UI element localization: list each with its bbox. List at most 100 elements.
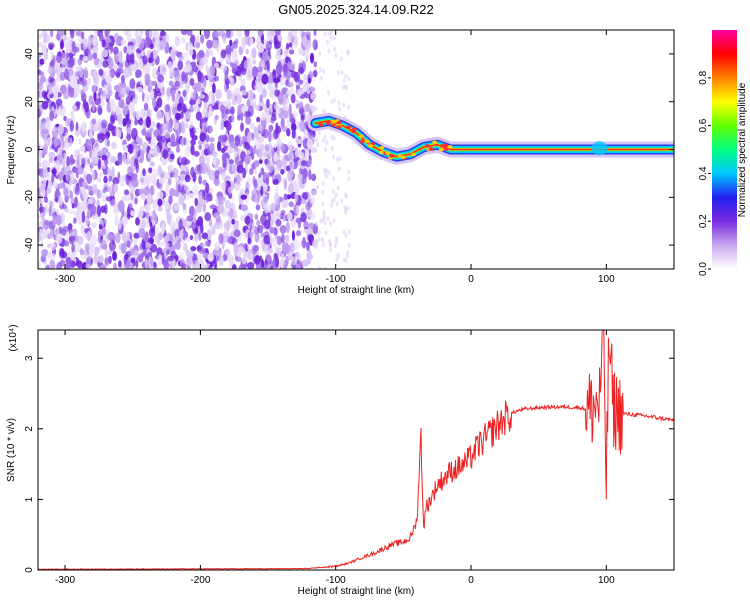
noise-speckle: [148, 167, 153, 174]
noise-speckle: [49, 242, 56, 252]
noise-speckle: [167, 255, 174, 262]
noise-speckle: [281, 125, 288, 133]
noise-speckle: [284, 243, 290, 254]
noise-speckle: [240, 90, 248, 96]
noise-speckle: [152, 213, 158, 225]
noise-speckle: [60, 58, 68, 66]
noise-speckle: [160, 30, 166, 37]
noise-speckle: [176, 103, 182, 112]
noise-speckle: [48, 76, 52, 84]
noise-speckle: [100, 119, 108, 129]
noise-speckle: [236, 30, 243, 39]
noise-speckle: [112, 177, 119, 185]
noise-speckle: [49, 228, 54, 239]
noise-speckle: [245, 116, 252, 125]
noise-speckle: [192, 65, 198, 73]
noise-speckle: [326, 216, 330, 222]
noise-speckle: [205, 49, 210, 59]
noise-speckle: [208, 137, 215, 143]
noise-speckle: [260, 167, 265, 176]
noise-speckle: [205, 195, 210, 203]
noise-speckle: [209, 142, 215, 152]
noise-speckle: [87, 53, 94, 61]
noise-speckle: [193, 209, 197, 217]
noise-speckle: [277, 144, 281, 153]
noise-speckle: [198, 144, 202, 150]
noise-speckle: [209, 49, 213, 56]
noise-speckle: [284, 255, 289, 267]
noise-speckle: [302, 73, 306, 84]
noise-speckle: [264, 264, 271, 269]
noise-speckle: [246, 243, 254, 251]
noise-speckle: [122, 144, 129, 152]
noise-speckle: [54, 61, 60, 70]
noise-speckle: [206, 157, 210, 168]
noise-speckle: [134, 146, 140, 152]
noise-speckle: [38, 33, 42, 40]
noise-speckle: [289, 79, 295, 90]
noise-speckle: [240, 122, 244, 132]
noise-speckle: [327, 238, 331, 244]
noise-speckle: [150, 185, 154, 193]
noise-speckle: [283, 193, 288, 201]
noise-speckle: [323, 31, 327, 37]
noise-speckle: [212, 151, 218, 158]
noise-speckle: [162, 149, 169, 160]
noise-speckle: [117, 154, 123, 165]
noise-speckle: [118, 98, 125, 109]
noise-speckle: [226, 146, 233, 155]
noise-speckle: [294, 149, 301, 158]
noise-speckle: [241, 256, 247, 265]
noise-speckle: [259, 255, 263, 262]
noise-speckle: [297, 47, 304, 56]
noise-speckle: [342, 102, 346, 108]
noise-speckle: [182, 203, 186, 211]
noise-speckle: [184, 236, 191, 243]
noise-speckle: [183, 243, 188, 252]
snr-series: [38, 330, 674, 570]
noise-speckle: [276, 160, 283, 168]
noise-speckle: [300, 198, 307, 205]
noise-speckle: [102, 91, 110, 100]
noise-speckle: [238, 245, 243, 255]
noise-speckle: [337, 70, 340, 75]
noise-speckle: [327, 31, 331, 37]
noise-speckle: [245, 48, 249, 55]
noise-speckle: [156, 247, 163, 257]
noise-speckle: [201, 121, 208, 128]
noise-speckle: [48, 205, 53, 217]
noise-speckle: [100, 205, 106, 213]
noise-speckle: [313, 69, 318, 78]
noise-speckle: [292, 34, 299, 46]
noise-speckle: [287, 151, 295, 162]
noise-speckle: [180, 121, 185, 134]
noise-speckle: [93, 246, 100, 256]
noise-speckle: [190, 246, 197, 252]
noise-speckle: [232, 63, 238, 73]
snr-y-multiplier: (x10⁴): [8, 324, 19, 351]
noise-speckle: [304, 103, 311, 113]
noise-speckle: [75, 83, 81, 95]
ridge-blob: [438, 147, 444, 152]
x-tick-label: -100: [326, 274, 346, 285]
noise-speckle: [105, 37, 112, 44]
noise-speckle: [82, 192, 89, 201]
noise-speckle: [101, 227, 106, 236]
noise-speckle: [93, 70, 97, 79]
figure-title: GN05.2025.324.14.09.R22: [278, 2, 433, 17]
noise-speckle: [212, 39, 220, 49]
ridge-blob: [443, 143, 449, 148]
noise-speckle: [40, 196, 45, 203]
noise-speckle: [231, 256, 235, 266]
noise-speckle: [306, 138, 314, 150]
y-tick-label: 0: [24, 567, 35, 573]
noise-speckle: [180, 137, 184, 146]
ridge-blob: [318, 122, 324, 127]
noise-speckle: [205, 241, 211, 247]
noise-speckle: [288, 64, 296, 71]
noise-speckle: [285, 90, 291, 96]
noise-speckle: [159, 241, 165, 247]
noise-speckle: [290, 30, 298, 37]
noise-speckle: [187, 145, 191, 155]
noise-speckle: [128, 101, 134, 112]
